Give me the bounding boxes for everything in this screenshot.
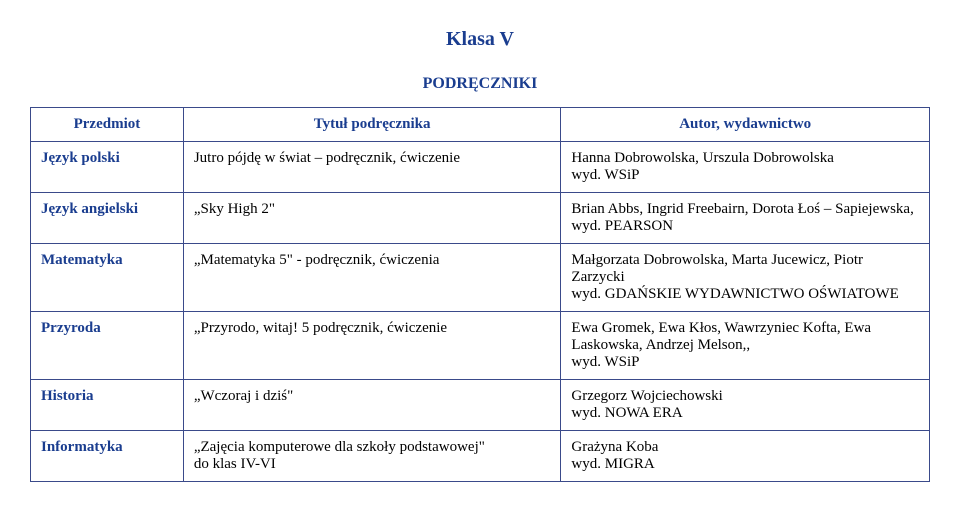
author-line: Grzegorz Wojciechowski (571, 388, 722, 404)
author-line: Brian Abbs, Ingrid Freebairn, Dorota Łoś… (571, 201, 913, 217)
author-line: Grażyna Koba (571, 439, 658, 455)
author-line: Małgorzata Dobrowolska, Marta Jucewicz, … (571, 252, 863, 285)
author-line: wyd. NOWA ERA (571, 405, 682, 421)
cell-subject: Matematyka (31, 244, 184, 312)
section-heading: PODRĘCZNIKI (30, 75, 930, 93)
textbook-table: Przedmiot Tytuł podręcznika Autor, wydaw… (30, 107, 930, 482)
cell-title: „Matematyka 5" - podręcznik, ćwiczenia (183, 244, 561, 312)
author-line: wyd. WSiP (571, 354, 639, 370)
author-line: wyd. WSiP (571, 167, 639, 183)
col-author: Autor, wydawnictwo (561, 108, 930, 142)
cell-title: Jutro pójdę w świat – podręcznik, ćwicze… (183, 142, 561, 193)
author-line: wyd. MIGRA (571, 456, 654, 472)
author-line: Ewa Gromek, Ewa Kłos, Wawrzyniec Kofta, … (571, 320, 871, 353)
col-title: Tytuł podręcznika (183, 108, 561, 142)
author-line: wyd. PEARSON (571, 218, 673, 234)
cell-subject: Język angielski (31, 193, 184, 244)
cell-author: Brian Abbs, Ingrid Freebairn, Dorota Łoś… (561, 193, 930, 244)
cell-author: Ewa Gromek, Ewa Kłos, Wawrzyniec Kofta, … (561, 312, 930, 380)
page-title: Klasa V (30, 28, 930, 51)
cell-subject: Język polski (31, 142, 184, 193)
cell-title: „Zajęcia komputerowe dla szkoły podstawo… (183, 431, 561, 482)
cell-author: Grzegorz Wojciechowskiwyd. NOWA ERA (561, 380, 930, 431)
cell-author: Małgorzata Dobrowolska, Marta Jucewicz, … (561, 244, 930, 312)
cell-subject: Przyroda (31, 312, 184, 380)
col-subject: Przedmiot (31, 108, 184, 142)
cell-title: „Przyrodo, witaj! 5 podręcznik, ćwiczeni… (183, 312, 561, 380)
cell-subject: Historia (31, 380, 184, 431)
table-header-row: Przedmiot Tytuł podręcznika Autor, wydaw… (31, 108, 930, 142)
cell-title: „Wczoraj i dziś" (183, 380, 561, 431)
cell-author: Hanna Dobrowolska, Urszula Dobrowolskawy… (561, 142, 930, 193)
table-row: Przyroda„Przyrodo, witaj! 5 podręcznik, … (31, 312, 930, 380)
cell-author: Grażyna Kobawyd. MIGRA (561, 431, 930, 482)
cell-subject: Informatyka (31, 431, 184, 482)
table-row: Matematyka„Matematyka 5" - podręcznik, ć… (31, 244, 930, 312)
author-line: wyd. GDAŃSKIE WYDAWNICTWO OŚWIATOWE (571, 286, 898, 302)
cell-title: „Sky High 2" (183, 193, 561, 244)
author-line: Hanna Dobrowolska, Urszula Dobrowolska (571, 150, 833, 166)
table-row: Język polskiJutro pójdę w świat – podręc… (31, 142, 930, 193)
table-row: Informatyka„Zajęcia komputerowe dla szko… (31, 431, 930, 482)
table-row: Historia„Wczoraj i dziś"Grzegorz Wojciec… (31, 380, 930, 431)
table-row: Język angielski„Sky High 2" Brian Abbs, I… (31, 193, 930, 244)
